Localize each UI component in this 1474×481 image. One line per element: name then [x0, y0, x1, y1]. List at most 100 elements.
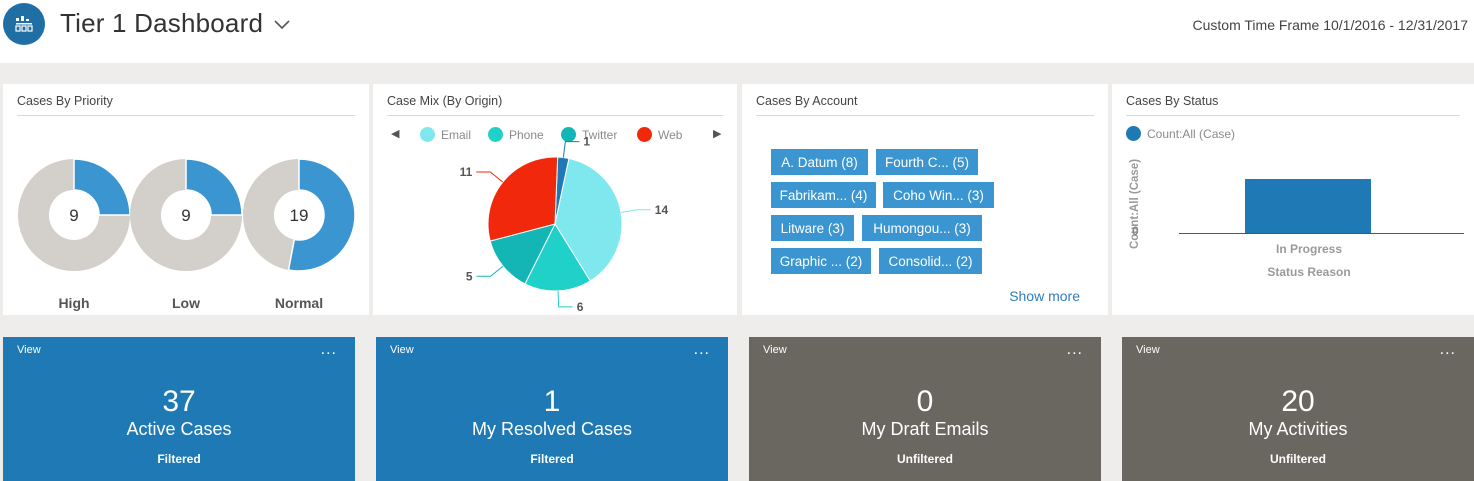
more-options-icon[interactable]: ...	[693, 341, 710, 358]
account-tag[interactable]: Fabrikam... (4)	[771, 182, 876, 208]
legend-swatch	[488, 127, 503, 142]
account-tag[interactable]: Coho Win... (3)	[883, 182, 994, 208]
tile-count: 37	[162, 385, 196, 418]
time-frame-label: Custom Time Frame 10/1/2016 - 12/31/2017	[1192, 17, 1468, 33]
pie-slice-phone[interactable]	[524, 222, 591, 292]
donut-label-normal: Normal	[274, 295, 324, 311]
card-title: Cases By Status	[1126, 94, 1219, 108]
dashboard-icon[interactable]	[3, 3, 45, 45]
tile-filter-status: Filtered	[157, 452, 201, 466]
tile-view-label: View	[1136, 344, 1160, 356]
pie-slice-twitter[interactable]	[489, 223, 556, 285]
donut-segment[interactable]	[287, 158, 356, 272]
pie-data-label: 1	[583, 135, 590, 149]
show-more-link[interactable]: Show more	[1009, 288, 1080, 304]
account-tag[interactable]: Consolid... (2)	[879, 248, 982, 274]
legend-swatch	[1126, 126, 1141, 141]
x-axis-label: Status Reason	[1267, 265, 1350, 279]
tile-view-label: View	[390, 344, 414, 356]
tile-name: Active Cases	[126, 419, 232, 439]
donut-value: 9	[69, 206, 78, 225]
pie-label-leader	[557, 290, 573, 308]
divider	[756, 115, 1094, 116]
y-axis-label: Count:All (Case)	[1129, 159, 1141, 249]
account-tag[interactable]: Fourth C... (5)	[876, 149, 978, 175]
bar-in-progress[interactable]	[1245, 179, 1371, 233]
tile-filter-status: Unfiltered	[1269, 452, 1326, 466]
x-tick-label: In Progress	[1276, 242, 1342, 256]
legend-item-web[interactable]: Web	[637, 127, 682, 142]
case-mix-pie-chart: 1 14 6 5 11	[460, 135, 669, 314]
cases-by-priority-card: Cases By Priority 9 9 19 High Low Normal	[3, 84, 369, 315]
case-mix-card: Case Mix (By Origin) ◀ Email Phone Twitt…	[373, 84, 737, 315]
donut-value: 9	[181, 206, 190, 225]
tile-filter-status: Unfiltered	[896, 452, 953, 466]
more-options-icon[interactable]: ...	[1439, 341, 1456, 358]
donut-label-high: High	[58, 295, 90, 311]
legend-item-count[interactable]: Count:All (Case)	[1126, 126, 1235, 141]
pie-slice-web[interactable]	[487, 156, 559, 242]
account-tag[interactable]: A. Datum (8)	[771, 149, 868, 175]
legend-swatch	[420, 127, 435, 142]
y-tick-label: 0	[1132, 224, 1139, 238]
tile-name: My Resolved Cases	[471, 419, 633, 439]
tile-count: 0	[916, 385, 934, 418]
tile-my-resolved-cases[interactable]: View ... 1 My Resolved Cases Filtered	[376, 337, 728, 481]
legend-label: Twitter	[582, 127, 618, 142]
tile-my-activities[interactable]: View ... 20 My Activities Unfiltered	[1122, 337, 1474, 481]
tile-active-cases[interactable]: View ... 37 Active Cases Filtered	[3, 337, 355, 481]
donut-segment[interactable]	[185, 158, 243, 216]
page-title: Tier 1 Dashboard	[60, 8, 264, 38]
legend-label: Web	[658, 127, 683, 142]
donut-segment[interactable]	[73, 158, 131, 216]
divider	[1126, 115, 1460, 116]
tile-name: My Activities	[1248, 419, 1348, 439]
pie-label-leader	[476, 265, 504, 277]
legend-item-twitter[interactable]: Twitter	[561, 127, 617, 142]
legend-item-email[interactable]: Email	[420, 127, 471, 142]
account-tag[interactable]: Litware (3)	[771, 215, 854, 241]
legend-next-icon[interactable]: ▶	[713, 128, 722, 140]
tile-count: 1	[543, 385, 561, 418]
legend-swatch	[637, 127, 652, 142]
card-title: Cases By Account	[756, 94, 858, 108]
status-bar-chart: Count:All (Case) 0 In Progress Status Re…	[1129, 159, 1464, 279]
donut-normal[interactable]: 19	[243, 158, 356, 272]
tile-filter-status: Filtered	[530, 452, 574, 466]
cases-by-status-card: Cases By Status Count:All (Case) Count:A…	[1112, 84, 1474, 315]
tile-name: My Draft Emails	[861, 419, 989, 439]
dashboard-header: Tier 1 Dashboard Custom Time Frame 10/1/…	[0, 0, 1474, 63]
account-tag[interactable]: Humongou... (3)	[862, 215, 982, 241]
legend-label: Phone	[509, 127, 544, 142]
pie-data-label: 14	[655, 203, 669, 217]
legend-swatch	[561, 127, 576, 142]
chevron-down-icon[interactable]	[272, 14, 292, 34]
pie-label-leader	[620, 209, 651, 214]
divider	[17, 115, 355, 116]
more-options-icon[interactable]: ...	[1066, 341, 1083, 358]
account-tag[interactable]: Graphic ... (2)	[771, 248, 871, 274]
legend-prev-icon[interactable]: ◀	[391, 128, 400, 140]
divider	[387, 115, 723, 116]
pie-data-label: 11	[460, 165, 473, 179]
donut-high[interactable]: 9	[18, 158, 131, 271]
legend-item-phone[interactable]: Phone	[488, 127, 544, 142]
card-title: Case Mix (By Origin)	[387, 94, 503, 108]
pie-label-leader	[476, 171, 504, 183]
donut-low[interactable]: 9	[130, 158, 243, 271]
tile-count: 20	[1281, 385, 1315, 418]
donut-label-low: Low	[172, 295, 200, 311]
legend-label: Email	[441, 127, 472, 142]
pie-label-leader	[562, 141, 580, 158]
donut-value: 19	[290, 206, 309, 225]
cases-by-account-card: Cases By Account A. Datum (8) Fourth C..…	[742, 84, 1108, 315]
tile-view-label: View	[763, 344, 787, 356]
tile-my-draft-emails[interactable]: View ... 0 My Draft Emails Unfiltered	[749, 337, 1101, 481]
legend-label: Count:All (Case)	[1147, 126, 1236, 141]
pie-data-label: 6	[577, 300, 584, 314]
pie-data-label: 5	[466, 269, 473, 283]
priority-donut-charts: 9 9 19	[18, 158, 356, 272]
tile-view-label: View	[17, 344, 41, 356]
more-options-icon[interactable]: ...	[320, 341, 337, 358]
card-title: Cases By Priority	[17, 94, 113, 108]
